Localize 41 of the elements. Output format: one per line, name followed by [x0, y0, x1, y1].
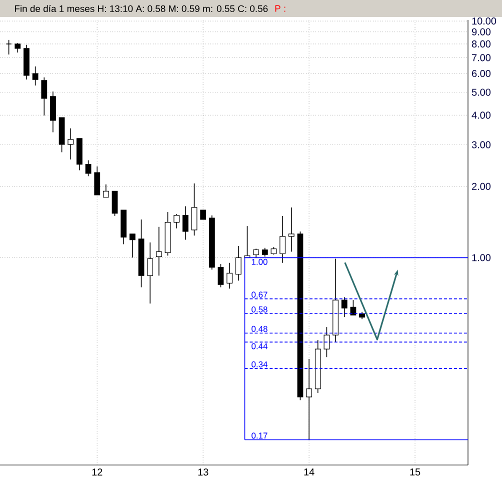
candlestick [262, 247, 268, 258]
candlestick [156, 226, 162, 276]
candlestick [68, 128, 74, 160]
y-tick-label: 2.00 [472, 182, 491, 190]
candlestick [208, 214, 215, 270]
y-tick-label: 9.00 [472, 28, 491, 36]
x-tick-label: 12 [92, 468, 102, 476]
candlestick [182, 206, 188, 240]
y-tick-label: 3.00 [472, 141, 491, 148]
ref-line-label: 0.67 [252, 292, 268, 298]
candlestick [314, 340, 321, 394]
candlestick [341, 296, 348, 318]
ref-line-label: 0.17 [252, 432, 268, 439]
candlestick [226, 262, 233, 290]
y-tick-label: 10.00 [472, 17, 496, 25]
candlestick [138, 219, 144, 288]
x-tick-label: 15 [410, 468, 420, 476]
candlestick [235, 246, 242, 281]
ref-line-label: 0.58 [252, 306, 268, 312]
candlestick [306, 358, 312, 440]
y-tick-label: 6.00 [472, 70, 491, 78]
ref-line-label: 1.00 [252, 258, 268, 265]
y-tick-label: 7.00 [472, 54, 491, 62]
x-tick-label: 13 [198, 468, 208, 476]
y-tick-label: 4.00 [472, 112, 491, 119]
y-tick-label: 5.00 [472, 88, 491, 96]
candlestick [24, 44, 30, 80]
candlestick [332, 258, 338, 342]
candlestick [280, 216, 286, 264]
candlestick [174, 214, 180, 229]
y-tick-label: 1.00 [472, 254, 491, 262]
text: P : [275, 5, 286, 12]
candlestick [147, 242, 154, 304]
ref-line-label: 0.48 [252, 326, 268, 332]
ref-line-label: 0.34 [252, 361, 268, 368]
x-tick-label: 14 [304, 468, 314, 476]
candlestick [50, 91, 56, 133]
candlestick [288, 207, 294, 252]
ref-line-label: 0.44 [252, 343, 268, 350]
y-tick-label: 8.00 [472, 40, 491, 48]
chart-title: Fin de día 1 meses H: 13:10 A: 0.58 M: 0.59 m: 0.55 C: 0.56 [14, 4, 268, 12]
